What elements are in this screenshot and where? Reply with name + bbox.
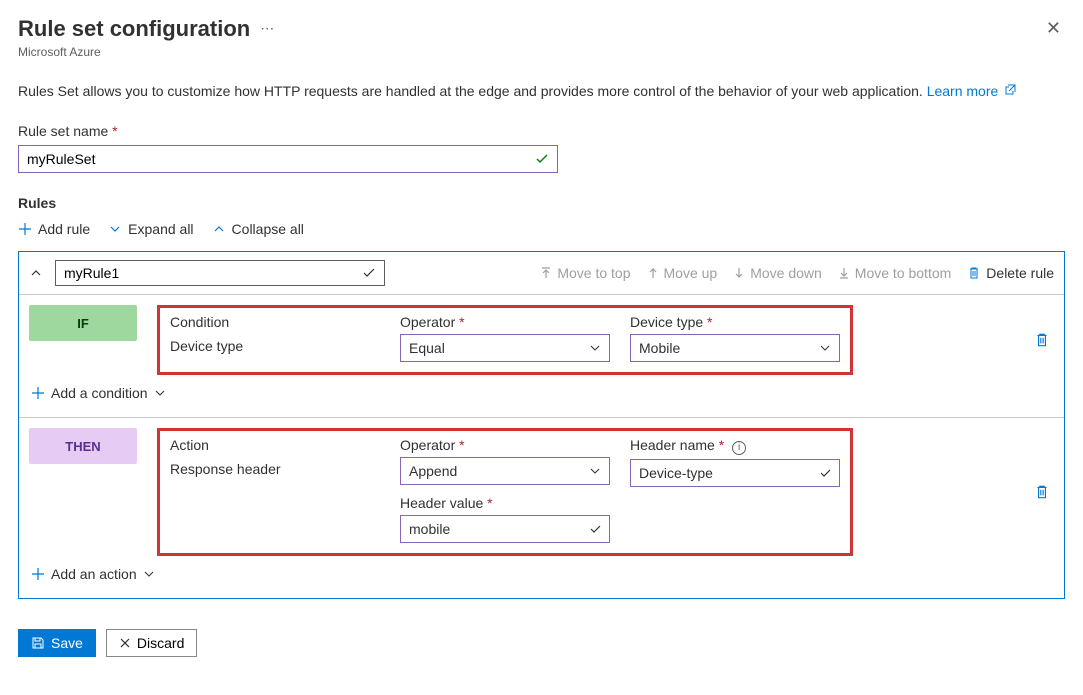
required-asterisk: * (487, 495, 492, 511)
collapse-all-button[interactable]: Collapse all (212, 221, 304, 237)
arrow-bottom-icon (838, 267, 850, 279)
move-to-top-button: Move to top (540, 265, 630, 281)
if-badge: IF (29, 305, 137, 341)
delete-rule-button[interactable]: Delete rule (967, 265, 1054, 281)
expand-all-button[interactable]: Expand all (108, 221, 193, 237)
if-operator-value: Equal (409, 340, 445, 356)
add-action-label: Add an action (51, 566, 137, 582)
chevron-up-icon (212, 222, 226, 236)
arrow-top-icon (540, 267, 552, 279)
learn-more-link[interactable]: Learn more (927, 83, 1016, 99)
if-devicetype-select[interactable]: Mobile (630, 334, 840, 362)
headervalue-value: mobile (409, 521, 450, 537)
then-badge: THEN (29, 428, 137, 464)
info-icon[interactable]: i (732, 441, 746, 455)
then-operator-label: Operator (400, 437, 455, 453)
plus-icon (18, 222, 32, 236)
headername-label: Header name (630, 437, 715, 453)
arrow-up-icon (647, 267, 659, 279)
save-label: Save (51, 635, 83, 651)
devicetype-label: Device type (630, 314, 703, 330)
action-value: Response header (170, 457, 380, 477)
move-down-button: Move down (733, 265, 822, 281)
x-icon (119, 637, 131, 649)
expand-all-label: Expand all (128, 221, 193, 237)
ruleset-name-field[interactable] (27, 151, 535, 167)
chevron-down-icon (589, 342, 601, 354)
more-menu-icon[interactable]: ⋯ (250, 20, 276, 37)
required-asterisk: * (112, 123, 117, 139)
arrow-down-icon (733, 267, 745, 279)
add-rule-button[interactable]: Add rule (18, 221, 90, 237)
collapse-all-label: Collapse all (232, 221, 304, 237)
headervalue-input[interactable]: mobile (400, 515, 610, 543)
add-rule-label: Add rule (38, 221, 90, 237)
rule-name-field[interactable] (64, 265, 362, 281)
required-asterisk: * (707, 314, 712, 330)
required-asterisk: * (459, 314, 464, 330)
add-condition-button[interactable]: Add a condition (31, 385, 166, 401)
learn-more-label: Learn more (927, 83, 999, 99)
if-highlight: Condition Device type Operator * Equal (157, 305, 853, 375)
delete-action-button[interactable] (1030, 480, 1054, 504)
move-to-bottom-label: Move to bottom (855, 265, 952, 281)
valid-check-icon (819, 467, 831, 479)
move-up-label: Move up (664, 265, 718, 281)
headername-input[interactable]: Device-type (630, 459, 840, 487)
if-operator-select[interactable]: Equal (400, 334, 610, 362)
discard-button[interactable]: Discard (106, 629, 197, 657)
required-asterisk: * (459, 437, 464, 453)
delete-condition-button[interactable] (1030, 328, 1054, 352)
save-button[interactable]: Save (18, 629, 96, 657)
operator-label: Operator (400, 314, 455, 330)
add-condition-label: Add a condition (51, 385, 148, 401)
condition-label: Condition (170, 314, 380, 330)
move-to-bottom-button: Move to bottom (838, 265, 952, 281)
subtitle: Microsoft Azure (18, 45, 1065, 59)
chevron-down-icon (589, 465, 601, 477)
close-icon[interactable]: ✕ (1042, 14, 1065, 43)
then-operator-value: Append (409, 463, 457, 479)
valid-check-icon (589, 523, 601, 535)
delete-rule-label: Delete rule (986, 265, 1054, 281)
intro-text: Rules Set allows you to customize how HT… (18, 83, 923, 99)
condition-value: Device type (170, 334, 380, 354)
headervalue-label: Header value (400, 495, 483, 511)
chevron-down-icon (154, 387, 166, 399)
rule-name-input[interactable] (55, 260, 385, 286)
move-up-button: Move up (647, 265, 718, 281)
chevron-down-icon (108, 222, 122, 236)
then-operator-select[interactable]: Append (400, 457, 610, 485)
save-icon (31, 636, 45, 650)
external-link-icon (1004, 84, 1016, 96)
valid-check-icon (535, 152, 549, 166)
required-asterisk: * (719, 437, 724, 453)
ruleset-name-input[interactable] (18, 145, 558, 173)
trash-icon (967, 266, 981, 280)
move-down-label: Move down (750, 265, 822, 281)
discard-label: Discard (137, 635, 184, 651)
action-label: Action (170, 437, 380, 453)
move-to-top-label: Move to top (557, 265, 630, 281)
if-devicetype-value: Mobile (639, 340, 680, 356)
then-highlight: Action Response header Operator * Append… (157, 428, 853, 556)
valid-check-icon (362, 266, 376, 280)
chevron-down-icon (819, 342, 831, 354)
collapse-rule-icon[interactable] (29, 266, 43, 280)
plus-icon (31, 567, 45, 581)
headername-value: Device-type (639, 465, 713, 481)
rules-section-label: Rules (18, 195, 1065, 211)
page-title: Rule set configuration (18, 16, 250, 42)
chevron-down-icon (143, 568, 155, 580)
ruleset-name-label: Rule set name (18, 123, 108, 139)
add-action-button[interactable]: Add an action (31, 566, 155, 582)
plus-icon (31, 386, 45, 400)
